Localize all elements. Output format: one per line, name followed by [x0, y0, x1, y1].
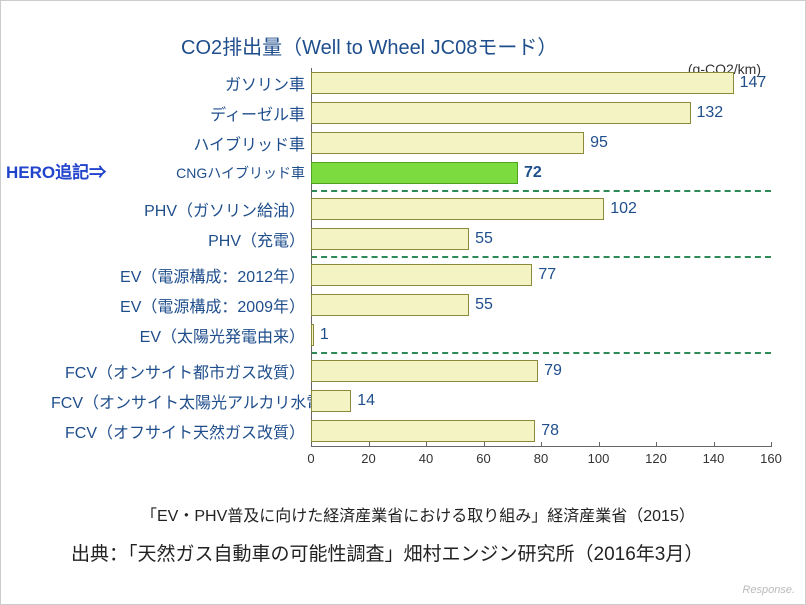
x-tick-label: 120 [645, 451, 667, 466]
bar-value: 95 [590, 134, 608, 152]
x-tick [541, 442, 542, 447]
bar-track: 77 [311, 260, 771, 290]
bar-value: 78 [541, 422, 559, 440]
x-tick [599, 442, 600, 447]
bar-row: FCV（オンサイト太陽光アルカリ水電解） 14 [51, 386, 771, 416]
bar-row: ディーゼル車 132 [51, 98, 771, 128]
bar-track: 14 [311, 386, 771, 416]
bar [311, 198, 604, 220]
x-tick [369, 442, 370, 447]
x-tick-label: 40 [419, 451, 433, 466]
bar-label: ハイブリッド車 [51, 131, 311, 155]
bar-row: EV（太陽光発電由来） 1 [51, 320, 771, 350]
bar-value: 55 [475, 296, 493, 314]
bar-track: 55 [311, 290, 771, 320]
bar-row: FCV（オンサイト都市ガス改質） 79 [51, 356, 771, 386]
x-tick-label: 100 [588, 451, 610, 466]
bar-value: 147 [740, 74, 767, 92]
bar-label: PHV（充電） [51, 227, 311, 251]
bar [311, 294, 469, 316]
bar-row: PHV（充電） 55 [51, 224, 771, 254]
bar-value: 1 [320, 326, 329, 344]
bar-value: 102 [610, 200, 637, 218]
chart-title: CO2排出量（Well to Wheel JC08モード） [181, 31, 771, 60]
bar [311, 228, 469, 250]
bar-label: EV（電源構成：2012年） [51, 263, 311, 287]
bar-track: 79 [311, 356, 771, 386]
bar-value: 77 [538, 266, 556, 284]
bar-value: 55 [475, 230, 493, 248]
x-axis: 020406080100120140160 [311, 446, 771, 476]
bar-track: 95 [311, 128, 771, 158]
bar-row: PHV（ガソリン給油） 102 [51, 194, 771, 224]
bar-row: ハイブリッド車 95 [51, 128, 771, 158]
bar-label: FCV（オフサイト天然ガス改質） [51, 419, 311, 443]
citation-primary: 「EV・PHV普及に向けた経済産業省における取り組み」経済産業省（2015） [141, 502, 695, 526]
bar-track: 1 [311, 320, 771, 350]
citation-secondary: 出典：「天然ガス自動車の可能性調査」畑村エンジン研究所（2016年3月） [71, 539, 703, 566]
bar-label: ディーゼル車 [51, 101, 311, 125]
bar [311, 264, 532, 286]
bar-track: 102 [311, 194, 771, 224]
watermark: Response. [742, 584, 795, 596]
bar [311, 420, 535, 442]
bar-label: FCV（オンサイト都市ガス改質） [51, 359, 311, 383]
bar [311, 72, 734, 94]
bar-row: EV（電源構成：2009年） 55 [51, 290, 771, 320]
bar-value: 79 [544, 362, 562, 380]
bar-label: EV（太陽光発電由来） [51, 323, 311, 347]
x-tick-label: 160 [760, 451, 782, 466]
bar-label: FCV（オンサイト太陽光アルカリ水電解） [51, 389, 311, 413]
bar-label: PHV（ガソリン給油） [51, 197, 311, 221]
x-tick-label: 20 [361, 451, 375, 466]
bar-row: FCV（オフサイト天然ガス改質） 78 [51, 416, 771, 446]
bar-row: ガソリン車 147 [51, 68, 771, 98]
x-tick [771, 442, 772, 447]
x-tick [426, 442, 427, 447]
bar [311, 360, 538, 382]
chart-container: CO2排出量（Well to Wheel JC08モード） (g-CO2/km)… [51, 31, 771, 476]
x-tick [311, 442, 312, 447]
x-tick [714, 442, 715, 447]
bar-track: 72 [311, 158, 771, 188]
group-divider [311, 352, 771, 354]
x-tick-label: 60 [476, 451, 490, 466]
bar-track: 55 [311, 224, 771, 254]
x-tick-label: 0 [307, 451, 314, 466]
x-tick-label: 80 [534, 451, 548, 466]
group-divider [311, 190, 771, 192]
bar [311, 162, 518, 184]
group-divider [311, 256, 771, 258]
bar-value: 72 [524, 164, 542, 182]
bar-value: 14 [357, 392, 375, 410]
bar-value: 132 [697, 104, 724, 122]
hero-annotation: HERO追記⇒ [6, 158, 106, 188]
x-tick [656, 442, 657, 447]
bar-row: HERO追記⇒CNGハイブリッド車72 [51, 158, 771, 188]
bar-row: EV（電源構成：2012年） 77 [51, 260, 771, 290]
bar [311, 132, 584, 154]
bar [311, 102, 691, 124]
bar-label: EV（電源構成：2009年） [51, 293, 311, 317]
x-tick [484, 442, 485, 447]
bar-label: ガソリン車 [51, 71, 311, 95]
x-tick-label: 140 [703, 451, 725, 466]
bar-track: 147 [311, 68, 771, 98]
bar [311, 390, 351, 412]
bar [311, 324, 314, 346]
bar-track: 132 [311, 98, 771, 128]
plot-area: ガソリン車 147 ディーゼル車 132 ハイブリッド車 95 HERO追記⇒CNGハイブリ… [51, 68, 771, 476]
